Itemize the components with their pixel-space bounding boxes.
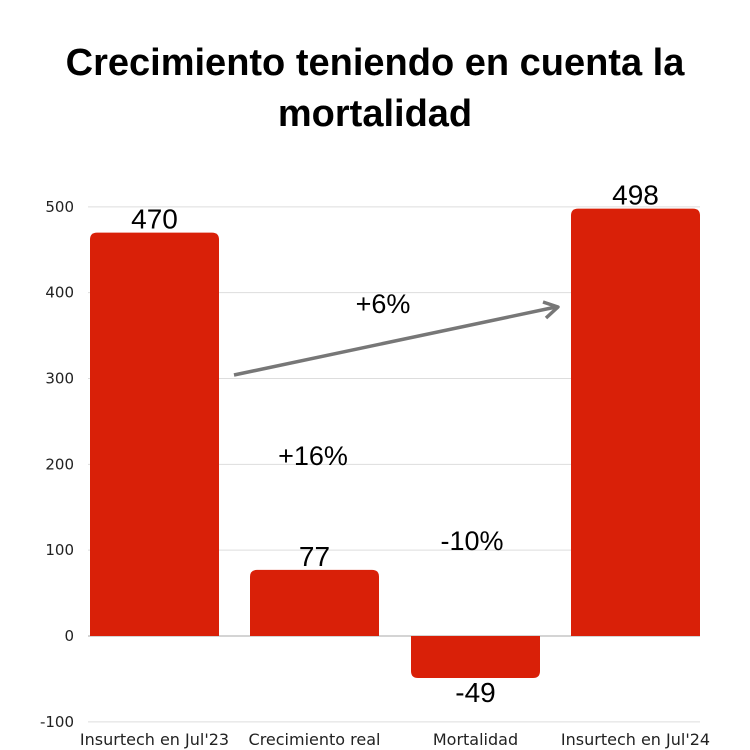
data-label: -49 bbox=[455, 677, 495, 708]
data-label: 77 bbox=[299, 541, 330, 572]
y-tick-label: 400 bbox=[45, 284, 74, 302]
x-category-label: Insurtech en Jul'23 bbox=[80, 730, 229, 749]
x-category-label: Mortalidad bbox=[433, 730, 518, 749]
growth-arrow-line bbox=[233, 305, 557, 377]
bar bbox=[90, 232, 219, 636]
y-tick-label: 100 bbox=[45, 541, 74, 559]
data-label: 470 bbox=[131, 204, 178, 235]
annotation-label: -10% bbox=[440, 526, 503, 556]
bar bbox=[250, 569, 379, 636]
arrow-head-icon bbox=[542, 300, 560, 320]
bar bbox=[571, 208, 700, 637]
y-tick-label: 300 bbox=[45, 370, 74, 388]
y-tick-label: 200 bbox=[45, 455, 74, 473]
y-tick-label: 0 bbox=[64, 627, 74, 645]
x-category-label: Insurtech en Jul'24 bbox=[561, 730, 710, 749]
x-category-label: Crecimiento real bbox=[249, 730, 381, 749]
annotation-label: +6% bbox=[356, 289, 411, 319]
y-tick-label: 500 bbox=[45, 198, 74, 216]
bar bbox=[411, 636, 540, 679]
data-label: 498 bbox=[612, 180, 659, 211]
y-tick-label: -100 bbox=[40, 713, 74, 731]
chart-title: Crecimiento teniendo en cuenta la mortal… bbox=[65, 42, 685, 135]
annotation-label: +16% bbox=[278, 441, 348, 471]
